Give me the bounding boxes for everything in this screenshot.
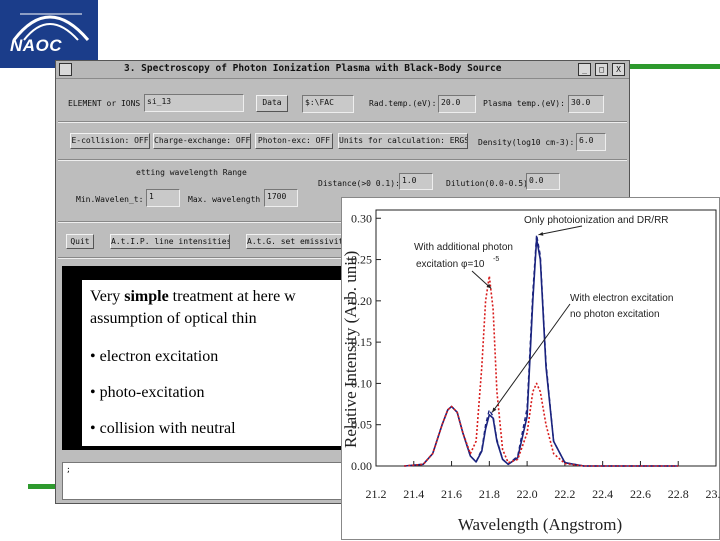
- element-label: ELEMENT or IONS: [68, 99, 140, 108]
- separator: [58, 159, 627, 161]
- explanation-callout: Very simple treatment at here w assumpti…: [82, 280, 382, 446]
- callout-line-2: assumption of optical thin: [90, 310, 257, 328]
- min-wavelength-input[interactable]: 1: [146, 189, 180, 207]
- dilution-label: Dilution(0.0-0.5):: [446, 179, 533, 188]
- rad-temp-input[interactable]: 20.0: [438, 95, 476, 113]
- title-bar: 3. Spectroscopy of Photon Ionization Pla…: [56, 61, 629, 79]
- accent-line-bottom: [28, 484, 58, 489]
- bullet-photo-excitation: • photo-excitation: [90, 384, 204, 402]
- x-tick-label: 22.6: [630, 487, 651, 501]
- naoc-logo: NAOC: [0, 0, 98, 68]
- command-prompt: ;: [66, 465, 71, 474]
- distance-label: Distance(>0 0.1):: [318, 179, 400, 188]
- x-tick-label: 21.6: [441, 487, 462, 501]
- y-tick-label: 0.30: [351, 211, 372, 225]
- min-wavelength-label: Min.Wavelen_t:: [76, 195, 143, 204]
- bullet-collision-neutral: • collision with neutral: [90, 420, 236, 438]
- annotation-no-photon-excitation: no photon excitation: [570, 309, 660, 320]
- density-input[interactable]: 6.0: [576, 133, 606, 151]
- y-axis-label: Relative Intensity (Arb. unit): [342, 251, 360, 448]
- x-tick-label: 22.2: [554, 487, 575, 501]
- logo-text: NAOC: [10, 36, 62, 56]
- separator: [58, 121, 627, 123]
- x-tick-label: 22.4: [592, 487, 613, 501]
- annotation-arrow: [538, 226, 582, 235]
- emissivity-button[interactable]: A.t.G. set emissivity: [246, 234, 346, 249]
- plasma-temp-input[interactable]: 30.0: [568, 95, 604, 113]
- maximize-button[interactable]: □: [595, 63, 608, 76]
- accent-line-top: [628, 64, 720, 69]
- x-tick-label: 21.4: [403, 487, 424, 501]
- x-tick-label: 22.0: [517, 487, 538, 501]
- annotation-photoionization: Only photoionization and DR/RR: [524, 215, 669, 226]
- x-tick-label: 21.8: [479, 487, 500, 501]
- minimize-button[interactable]: _: [578, 63, 591, 76]
- quit-button[interactable]: Quit: [66, 234, 94, 249]
- data-path-input[interactable]: $:\FAC: [302, 95, 354, 113]
- distance-input[interactable]: 1.0: [399, 173, 433, 190]
- x-axis-label: Wavelength (Angstrom): [458, 515, 622, 534]
- charge-exchange-button[interactable]: Charge-exchange: OFF: [153, 133, 251, 149]
- annotation-exponent: -5: [493, 256, 499, 263]
- bullet-electron-excitation: • electron excitation: [90, 348, 218, 366]
- series-line-dotted: [404, 276, 678, 466]
- max-wavelength-label: Max. wavelength: [188, 195, 260, 204]
- plasma-temp-label: Plasma temp.(eV):: [483, 99, 565, 108]
- window-title: 3. Spectroscopy of Photon Ionization Pla…: [124, 63, 502, 74]
- arrow-head: [538, 232, 543, 236]
- element-input[interactable]: si_13: [144, 94, 244, 112]
- dilution-input[interactable]: 0.0: [526, 173, 560, 190]
- density-label: Density(log10 cm-3):: [478, 138, 574, 147]
- window-menu-button[interactable]: [59, 63, 72, 76]
- x-tick-label: 21.2: [366, 487, 387, 501]
- arrow-head: [492, 407, 496, 412]
- x-tick-label: 23.0: [706, 487, 720, 501]
- line-intensities-button[interactable]: A.t.I.P. line intensities: [110, 234, 230, 249]
- annotation-electron-excitation: With electron excitation: [570, 293, 673, 304]
- close-button[interactable]: X: [612, 63, 625, 76]
- wavelength-range-label: etting wavelength Range: [136, 168, 247, 177]
- max-wavelength-input[interactable]: 1700: [264, 189, 298, 207]
- annotation-excitation-phi: excitation φ=10: [416, 259, 485, 270]
- photon-exc-button[interactable]: Photon-exc: OFF: [255, 133, 333, 149]
- callout-line-1: Very simple treatment at here w: [90, 288, 296, 306]
- rad-temp-label: Rad.temp.(eV):: [369, 99, 436, 108]
- data-button[interactable]: Data: [256, 95, 288, 112]
- annotation-additional-photon: With additional photon: [414, 242, 513, 253]
- x-tick-label: 22.8: [668, 487, 689, 501]
- e-collision-button[interactable]: E-collision: OFF: [70, 133, 150, 149]
- emphasis-simple: simple: [124, 288, 168, 305]
- y-tick-label: 0.00: [351, 459, 372, 473]
- observatory-dome-icon: [0, 0, 98, 68]
- units-button[interactable]: Units for calculation: ERGS: [338, 133, 468, 149]
